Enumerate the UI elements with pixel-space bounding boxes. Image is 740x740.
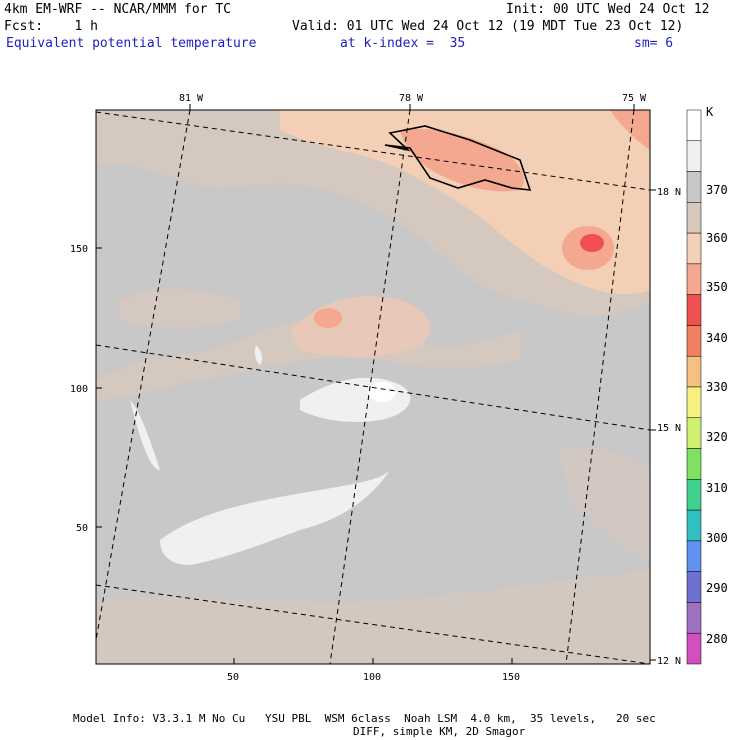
colorbar-swatch bbox=[686, 355, 702, 388]
graticule bbox=[96, 110, 650, 664]
y-tick-label: 50 bbox=[76, 523, 88, 534]
colorbar-swatch bbox=[686, 171, 702, 203]
colorbar-label: 340 bbox=[706, 331, 728, 345]
colorbar-swatch bbox=[686, 232, 702, 265]
colorbar bbox=[686, 109, 702, 665]
lat-label: 15 N bbox=[657, 423, 681, 434]
valid-time: Valid: 01 UTC Wed 24 Oct 12 (19 MDT Tue … bbox=[292, 19, 684, 34]
x-tick-label: 100 bbox=[363, 672, 381, 683]
colorbar-swatch bbox=[686, 632, 702, 665]
init-time: Init: 00 UTC Wed 24 Oct 12 bbox=[506, 2, 710, 17]
colorbar-swatch bbox=[686, 140, 702, 172]
colorbar-swatch bbox=[686, 109, 702, 142]
colorbar-label: 320 bbox=[706, 430, 728, 444]
lat-label: 12 N bbox=[657, 656, 681, 667]
colorbar-swatch bbox=[686, 263, 702, 295]
x-tick-label: 150 bbox=[502, 672, 520, 683]
colorbar-swatch bbox=[686, 294, 702, 326]
model-title: 4km EM-WRF -- NCAR/MMM for TC bbox=[4, 2, 231, 17]
colorbar-swatch bbox=[686, 325, 702, 357]
x-tick-label: 50 bbox=[227, 672, 239, 683]
colorbar-swatch bbox=[686, 509, 702, 542]
lon-label: 78 W bbox=[399, 93, 424, 104]
colorbar-swatch bbox=[686, 417, 702, 449]
colorbar-label: 370 bbox=[706, 183, 728, 197]
colorbar-label: 300 bbox=[706, 531, 728, 545]
model-info: Model Info: V3.3.1 M No Cu YSU PBL WSM 6… bbox=[73, 712, 656, 725]
smoothing: sm= 6 bbox=[634, 36, 674, 51]
forecast-hour: Fcst: 1 h bbox=[4, 19, 98, 34]
level-index: at k-index = 35 bbox=[340, 36, 466, 51]
colorbar-unit: K bbox=[706, 105, 714, 119]
lon-label: 81 W bbox=[179, 93, 204, 104]
island-outline bbox=[384, 125, 532, 191]
y-tick-label: 150 bbox=[70, 244, 88, 255]
lon-label: 75 W bbox=[622, 93, 647, 104]
colorbar-label: 350 bbox=[706, 280, 728, 294]
colorbar-label: 360 bbox=[706, 231, 728, 245]
field-name: Equivalent potential temperature bbox=[6, 36, 257, 51]
colorbar-swatch bbox=[686, 540, 702, 572]
model-info-2: DIFF, simple KM, 2D Smagor bbox=[353, 725, 526, 738]
colorbar-swatch bbox=[686, 602, 702, 634]
colorbar-label: 280 bbox=[706, 632, 728, 646]
colorbar-label: 310 bbox=[706, 481, 728, 495]
colorbar-label: 290 bbox=[706, 581, 728, 595]
y-tick-label: 100 bbox=[70, 384, 88, 395]
colorbar-swatch bbox=[686, 571, 702, 603]
colorbar-swatch bbox=[686, 202, 702, 234]
colorbar-swatch bbox=[686, 448, 702, 480]
colorbar-swatch bbox=[686, 479, 702, 511]
colorbar-label: 330 bbox=[706, 380, 728, 394]
theta-e-field bbox=[96, 110, 650, 664]
lat-label: 18 N bbox=[657, 187, 681, 198]
colorbar-swatch bbox=[686, 386, 702, 419]
